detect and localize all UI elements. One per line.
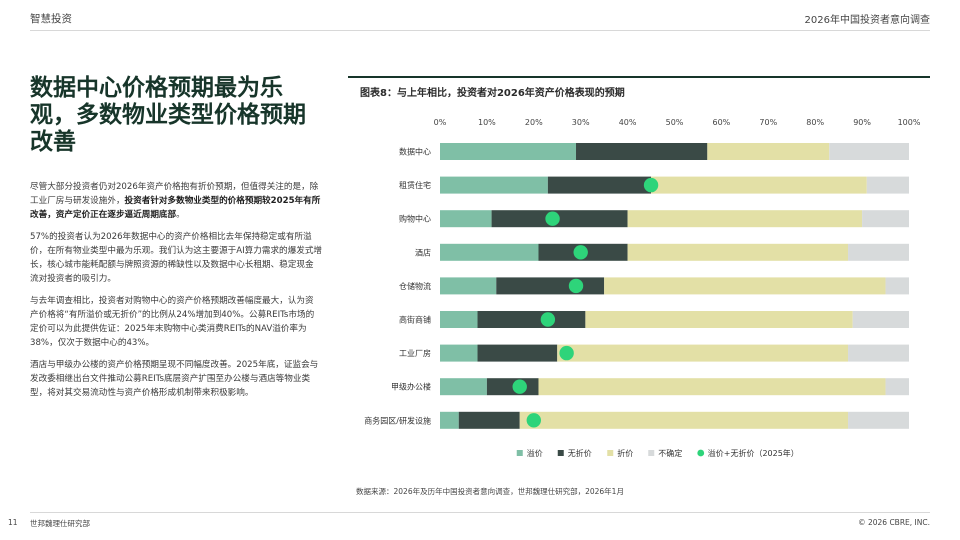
bar-segment-3	[829, 143, 909, 160]
x-tick-label: 0%	[434, 118, 447, 127]
marker-2025	[526, 413, 541, 428]
x-tick-label: 10%	[478, 118, 496, 127]
category-label: 数据中心	[399, 147, 431, 157]
bar-segment-3	[852, 311, 909, 328]
bar-segment-2	[604, 277, 886, 295]
footer-copyright: © 2026 CBRE, INC.	[858, 518, 930, 527]
bar-segment-0	[440, 176, 548, 194]
marker-2025	[643, 177, 659, 193]
bar-segment-2	[557, 344, 849, 362]
page-headline: 数据中心价格预期最为乐观，多数物业类型价格预期改善	[30, 74, 306, 155]
bar-segment-3	[848, 411, 909, 429]
category-label: 工业厂房	[399, 348, 431, 358]
paragraph-1-end: 。	[176, 210, 185, 220]
legend-label: 折价	[617, 448, 633, 458]
bar-segment-2	[519, 411, 849, 429]
x-tick-label: 70%	[759, 118, 777, 127]
legend-swatch	[697, 449, 705, 457]
header-divider	[30, 30, 930, 31]
paragraph-2: 57%的投资者认为2026年数据中心的资产价格相比去年保持稳定或有所溢价，在所有…	[30, 232, 323, 284]
x-tick-label: 60%	[713, 118, 731, 127]
marker-2025	[573, 245, 588, 260]
marker-2025	[545, 211, 560, 226]
footer-divider	[30, 512, 930, 513]
x-tick-label: 40%	[619, 118, 637, 127]
bar-segment-2	[585, 311, 853, 328]
bar-segment-1	[477, 311, 586, 328]
x-tick-label: 80%	[806, 118, 824, 127]
bar-segment-0	[440, 311, 478, 328]
paragraph-1: 尽管大部分投资者仍对2026年资产价格抱有折价预期，但值得关注的是，除工业厂房与…	[30, 180, 322, 222]
legend-swatch	[516, 450, 523, 456]
legend-swatch	[607, 450, 614, 456]
bar-segment-3	[885, 378, 909, 396]
category-label: 甲级办公楼	[391, 382, 431, 392]
header-report-title: 2026年中国投资者意向调查	[804, 15, 930, 26]
chart-divider	[348, 76, 930, 78]
chart-title: 图表8：与上年相比，投资者对2026年资产价格表现的预期	[360, 88, 625, 99]
category-label: 商务园区/研发设施	[364, 415, 431, 425]
bar-segment-2	[707, 143, 830, 160]
category-label: 高街商铺	[399, 315, 431, 325]
x-tick-label: 90%	[853, 118, 871, 127]
legend-swatch	[648, 450, 655, 456]
legend-swatch	[557, 450, 564, 456]
bar-segment-0	[440, 378, 487, 396]
bar-segment-2	[651, 176, 867, 194]
footer-department: 世邦魏理仕研究部	[30, 519, 90, 528]
bar-segment-2	[538, 378, 886, 396]
header-brand: 智慧投资	[30, 13, 72, 25]
category-label: 租赁住宅	[399, 180, 431, 190]
stacked-bar-chart: 0% 10% 20% 30% 40% 50% 60% 70% 80% 90% 100% 数据中心租赁住…	[364, 118, 921, 458]
category-label: 酒店	[415, 247, 431, 257]
marker-2025	[559, 345, 574, 361]
bar-segment-0	[440, 210, 492, 228]
category-label: 仓储物流	[399, 281, 431, 291]
bar-segment-3	[848, 344, 909, 362]
bar-segment-0	[440, 243, 539, 261]
bar-segment-0	[440, 411, 459, 429]
x-tick-label: 50%	[666, 118, 684, 127]
bar-segment-3	[866, 176, 909, 194]
paragraph-1-text: 尽管大部分投资者仍对2026年资产价格抱有折价预期，但值得关注的是，除工业厂房与…	[30, 182, 319, 206]
paragraph-4: 酒店与甲级办公楼的资产价格预期呈现不同幅度改善。2025年底，证监会与发改委相继…	[30, 360, 319, 398]
bar-segment-3	[848, 243, 909, 261]
bar-segment-3	[862, 210, 909, 228]
bar-segment-0	[440, 277, 497, 295]
bar-segment-1	[547, 176, 652, 194]
legend-label: 无折价	[568, 448, 592, 458]
bar-segment-1	[496, 277, 605, 295]
marker-2025	[568, 278, 584, 294]
body-text: 尽管大部分投资者仍对2026年资产价格抱有折价预期，但值得关注的是，除工业厂房与…	[30, 180, 322, 408]
x-tick-label: 30%	[572, 118, 590, 127]
category-label: 购物中心	[399, 214, 431, 224]
legend-label: 溢价	[527, 448, 543, 458]
marker-2025	[540, 312, 556, 327]
bar-segment-3	[885, 277, 909, 295]
legend-label: 不确定	[658, 448, 682, 458]
paragraph-3: 与去年调查相比，投资者对购物中心的资产价格预期改善幅度最大，认为资产价格将“有所…	[30, 296, 315, 348]
bar-segment-2	[627, 210, 863, 228]
x-tick-label: 20%	[525, 118, 543, 127]
bar-segment-1	[576, 143, 708, 160]
bar-segment-2	[627, 243, 849, 261]
bar-segment-1	[477, 344, 558, 362]
paragraph-1-bold: 投资者针对多数物业类型的价格预期较2025年有所改善，资产定价正在逐步逼近周期底…	[30, 196, 321, 220]
marker-2025	[512, 379, 527, 394]
page-number: 11	[8, 518, 18, 527]
bar-segment-0	[440, 143, 577, 160]
x-tick-label: 100%	[898, 118, 921, 127]
bar-segment-0	[440, 344, 478, 362]
data-source: 数据来源：2026年及历年中国投资者意向调查，世邦魏理仕研究部，2026年1月	[356, 487, 624, 496]
bar-segment-1	[458, 411, 520, 429]
legend-label: 溢价+无折价（2025年）	[708, 448, 799, 458]
